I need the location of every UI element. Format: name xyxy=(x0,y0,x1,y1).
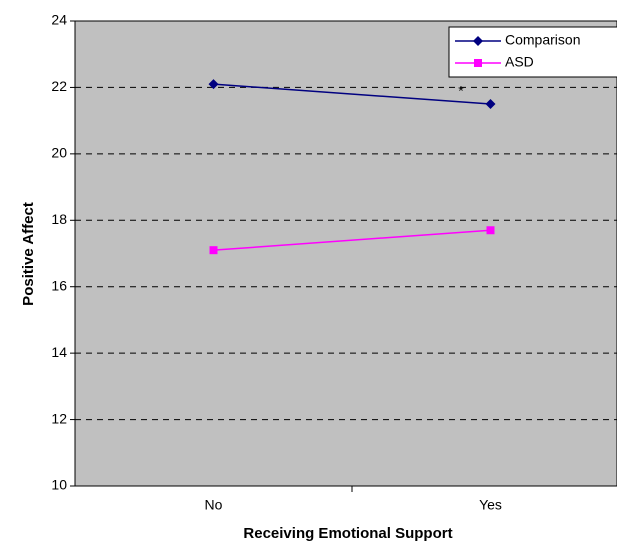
plot-area xyxy=(74,20,617,487)
annotation: * xyxy=(458,83,464,99)
x-axis-title: Receiving Emotional Support xyxy=(243,525,452,542)
y-tick-label: 12 xyxy=(51,410,67,426)
y-tick-label: 20 xyxy=(51,145,67,161)
legend xyxy=(448,26,617,78)
legend-label: ASD xyxy=(505,54,534,70)
point xyxy=(486,226,495,235)
y-tick-label: 14 xyxy=(51,344,67,360)
y-tick-label: 16 xyxy=(51,277,67,293)
legend-marker xyxy=(474,59,482,67)
point xyxy=(209,246,218,255)
series-line xyxy=(213,83,491,105)
y-tick-label: 10 xyxy=(51,477,67,493)
point xyxy=(485,99,496,110)
x-tick-label: No xyxy=(205,497,223,513)
series-line xyxy=(213,229,491,251)
legend-marker xyxy=(473,36,483,46)
y-tick-label: 22 xyxy=(51,78,67,94)
legend-label: Comparison xyxy=(505,32,580,48)
x-tick-label: Yes xyxy=(479,497,502,513)
y-tick-label: 24 xyxy=(51,12,67,28)
point xyxy=(208,79,219,90)
y-axis-title: Positive Affect xyxy=(20,202,37,306)
y-tick-label: 18 xyxy=(51,211,67,227)
